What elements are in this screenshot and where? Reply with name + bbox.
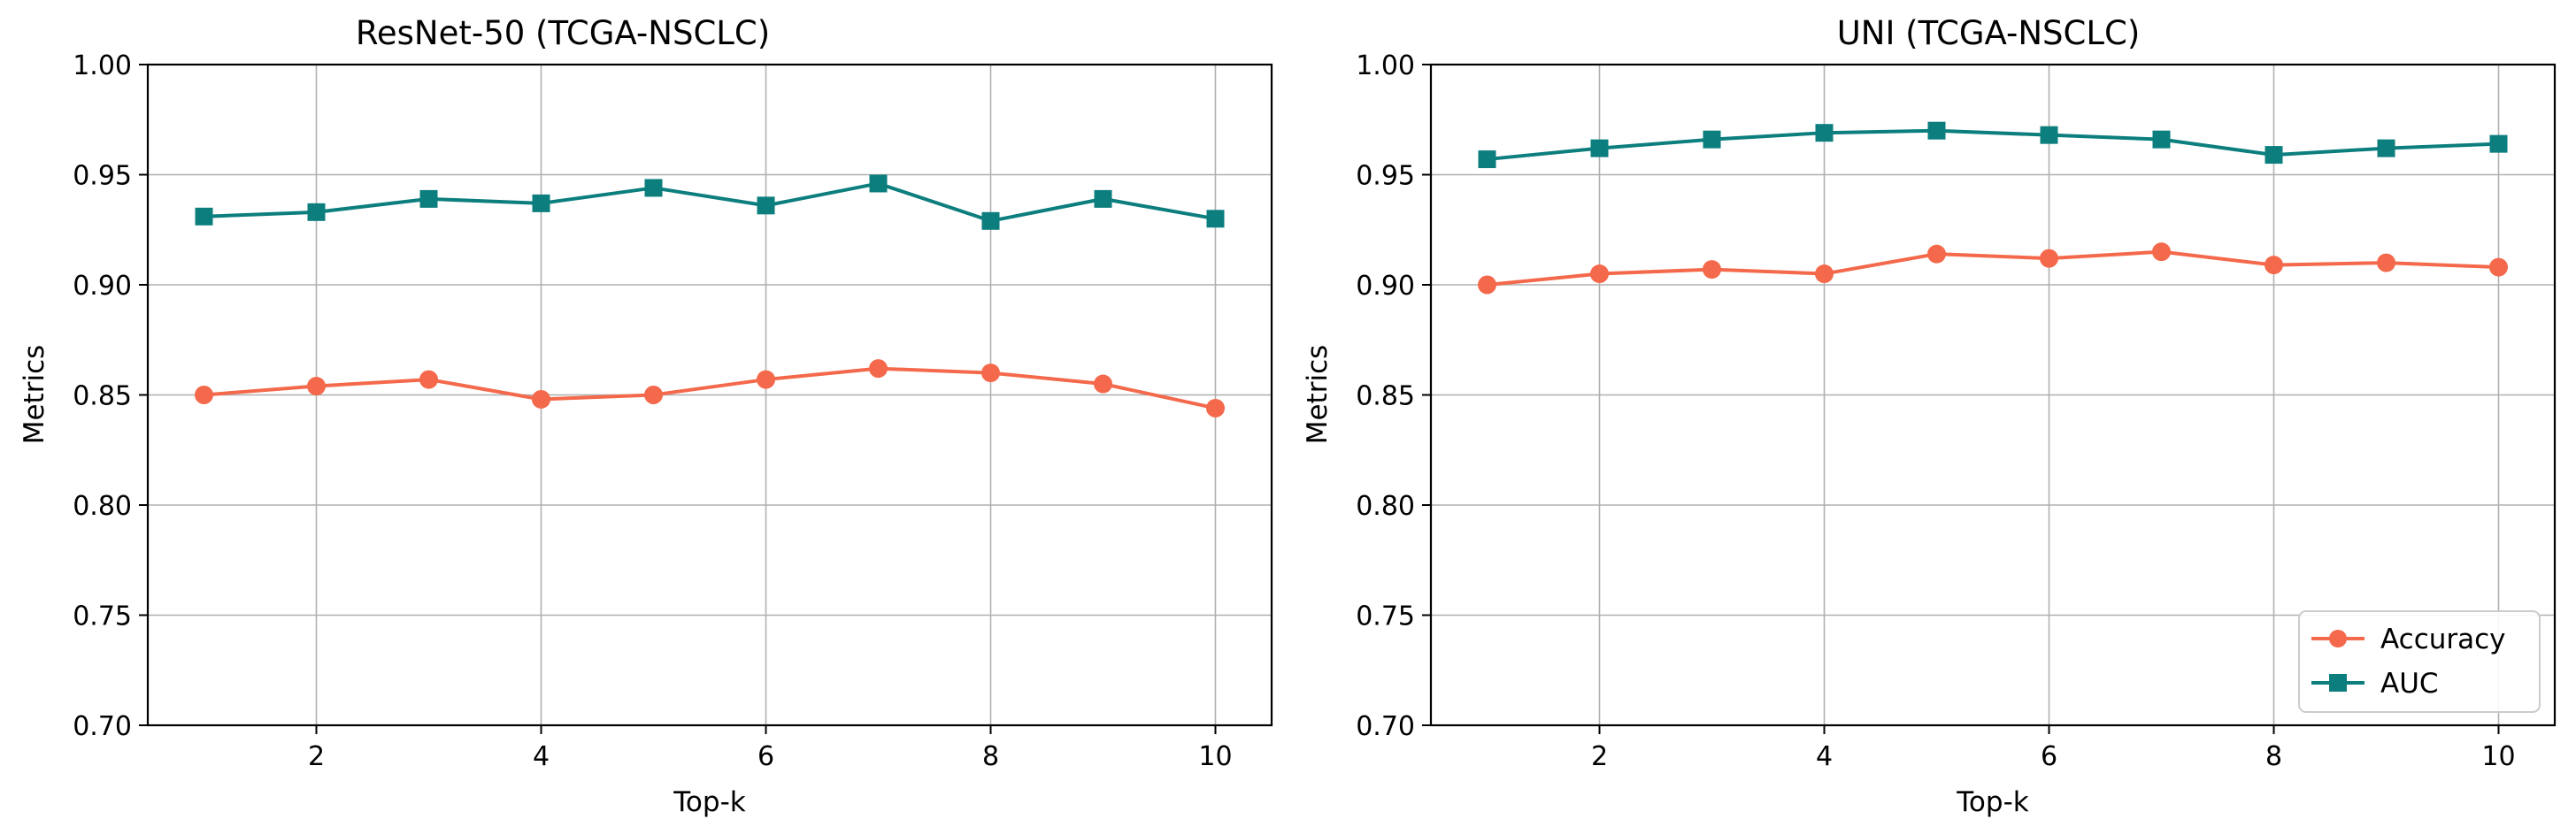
- x-tick-label: 8: [982, 741, 999, 772]
- legend-label-accuracy: Accuracy: [2380, 624, 2506, 655]
- data-point-accuracy: [1815, 264, 1834, 284]
- data-point-auc: [195, 207, 213, 226]
- data-point-auc: [1094, 189, 1112, 208]
- y-tick-label: 0.90: [73, 271, 132, 302]
- y-tick-label: 0.80: [1356, 491, 1415, 522]
- series-layer: [195, 174, 1225, 417]
- y-axis-label: Metrics: [1302, 345, 1334, 445]
- data-point-auc: [2489, 134, 2508, 153]
- data-point-accuracy: [419, 370, 438, 389]
- data-point-accuracy: [2489, 257, 2508, 277]
- legend-box: [2298, 610, 2541, 713]
- chart-panel-resnet50: ResNet-50 (TCGA-NSCLC) 2 4 6 8 10 0.70 0.75 0.8…: [19, 14, 1273, 818]
- data-point-accuracy: [532, 389, 550, 409]
- y-tick-label: 0.85: [1356, 381, 1415, 412]
- x-axis-label: Top-k: [673, 786, 745, 818]
- data-point-auc: [757, 196, 775, 215]
- y-tick-label: 0.95: [73, 161, 132, 192]
- data-point-auc: [307, 203, 326, 221]
- y-tick-label: 0.80: [73, 491, 132, 522]
- tick-layer: 2 4 6 8 10 0.70 0.75 0.80 0.85 0.90 0.95 1.00: [1356, 50, 2515, 772]
- data-point-accuracy: [307, 377, 326, 396]
- data-point-auc: [981, 211, 1000, 230]
- y-tick-label: 0.85: [73, 381, 132, 412]
- y-tick-label: 0.75: [1356, 601, 1415, 632]
- tick-layer: 2 4 6 8 10 0.70 0.75 0.80 0.85 0.90 0.95 1.00: [73, 50, 1232, 772]
- data-point-accuracy: [1590, 264, 1609, 284]
- data-point-auc: [2040, 126, 2058, 144]
- y-tick-label: 0.70: [73, 711, 132, 742]
- data-point-auc: [1927, 121, 1946, 140]
- series-line-auc: [204, 181, 1216, 223]
- series-line-accuracy: [1487, 249, 2499, 287]
- y-tick-label: 0.90: [1356, 271, 1415, 302]
- y-tick-label: 0.70: [1356, 711, 1415, 742]
- y-tick-label: 0.75: [73, 601, 132, 632]
- x-tick-label: 10: [1198, 741, 1232, 772]
- x-tick-label: 6: [2041, 741, 2057, 772]
- data-point-accuracy: [869, 359, 888, 379]
- x-tick-label: 8: [2265, 741, 2282, 772]
- data-point-auc: [2265, 146, 2283, 165]
- y-axis-label: Metrics: [19, 345, 50, 445]
- legend: Accuracy AUC: [2298, 610, 2541, 713]
- data-point-accuracy: [1478, 275, 1496, 295]
- x-tick-label: 10: [2481, 741, 2515, 772]
- data-point-auc: [644, 179, 663, 197]
- data-point-accuracy: [981, 364, 1000, 383]
- data-point-auc: [1703, 130, 1721, 149]
- legend-marker-accuracy: [2329, 630, 2347, 647]
- data-point-accuracy: [1927, 244, 1946, 264]
- data-point-auc: [1206, 210, 1225, 228]
- x-tick-label: 2: [1591, 741, 1608, 772]
- y-tick-label: 0.95: [1356, 161, 1415, 192]
- legend-marker-auc: [2329, 674, 2347, 692]
- data-point-accuracy: [2040, 249, 2058, 268]
- data-point-auc: [869, 174, 888, 193]
- data-point-auc: [532, 194, 550, 212]
- x-tick-label: 6: [757, 741, 774, 772]
- chart-title: UNI (TCGA-NSCLC): [1837, 14, 2141, 52]
- series-layer: [1478, 121, 2508, 295]
- y-tick-label: 1.00: [1356, 50, 1415, 81]
- x-tick-label: 2: [308, 741, 325, 772]
- chart-panel-uni: UNI (TCGA-NSCLC) 2 4 6 8 10 0.70 0.75 0.80 0.85 0…: [1302, 14, 2557, 818]
- series-line-auc: [1487, 128, 2499, 162]
- data-point-auc: [2152, 130, 2171, 149]
- series-line-accuracy: [204, 366, 1216, 410]
- data-point-auc: [419, 189, 438, 208]
- x-axis-label: Top-k: [1956, 786, 2028, 818]
- data-point-auc: [1478, 150, 1496, 169]
- data-point-accuracy: [1206, 398, 1225, 417]
- data-point-auc: [2377, 139, 2395, 157]
- data-point-auc: [1590, 139, 1609, 157]
- data-point-accuracy: [2377, 253, 2395, 272]
- data-point-accuracy: [2152, 242, 2171, 262]
- data-point-auc: [1815, 124, 1834, 142]
- y-tick-label: 1.00: [73, 50, 132, 81]
- data-point-accuracy: [1094, 374, 1112, 394]
- data-point-accuracy: [757, 370, 775, 389]
- legend-label-auc: AUC: [2380, 668, 2439, 700]
- data-point-accuracy: [195, 386, 213, 404]
- x-tick-label: 4: [533, 741, 550, 772]
- data-point-accuracy: [644, 386, 663, 404]
- data-point-accuracy: [2265, 256, 2283, 275]
- chart-title: ResNet-50 (TCGA-NSCLC): [356, 14, 770, 52]
- x-tick-label: 4: [1816, 741, 1833, 772]
- data-point-accuracy: [1703, 260, 1721, 279]
